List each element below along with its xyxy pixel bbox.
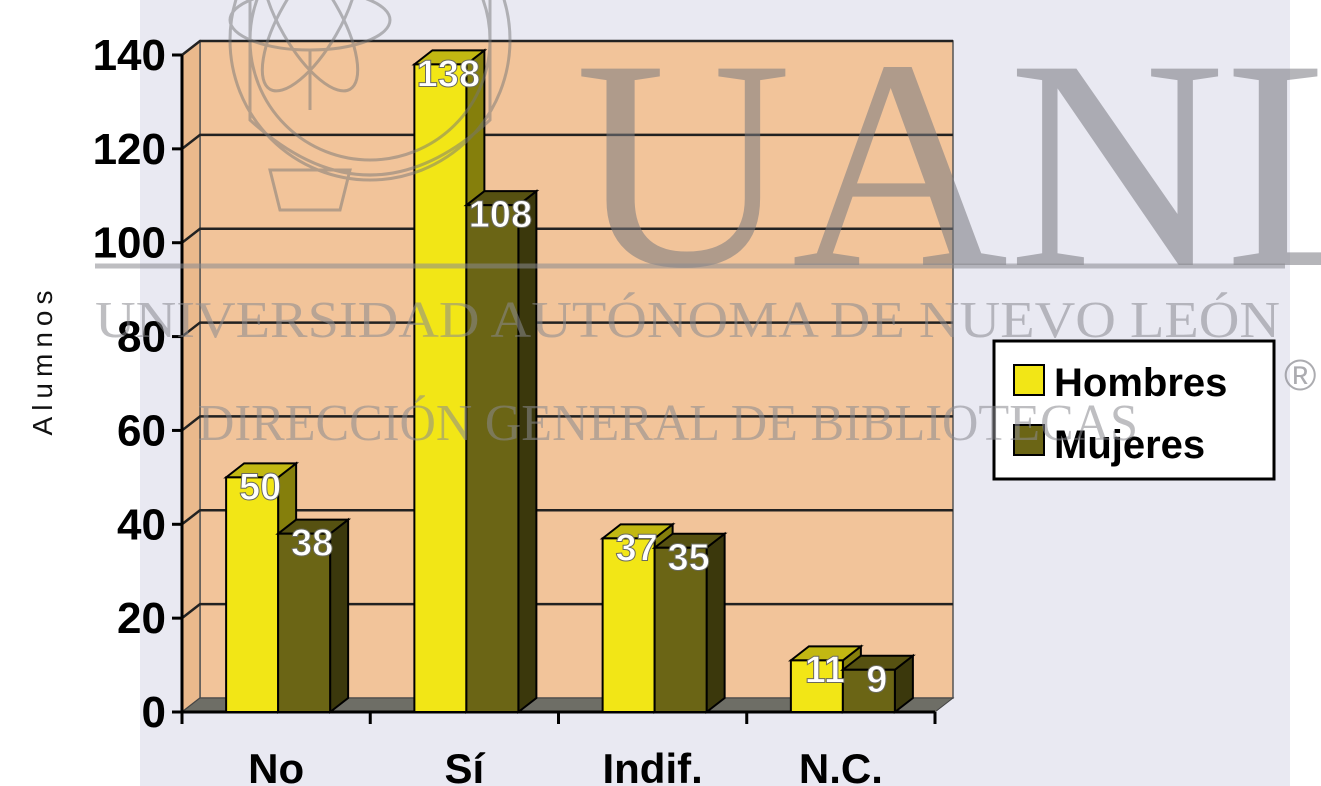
legend: Hombres Mujeres	[992, 339, 1276, 481]
y-tick-label: 80	[117, 313, 166, 362]
data-label: 11	[805, 649, 845, 691]
bar-front	[277, 532, 332, 714]
data-label: 37	[615, 527, 657, 569]
category-label: No	[248, 745, 304, 786]
gridline	[181, 39, 953, 56]
bar-front	[465, 204, 520, 714]
legend-swatch-hombres	[1013, 364, 1045, 396]
data-label: 138	[417, 53, 480, 95]
y-tick-label: 20	[117, 594, 166, 643]
bar-front	[653, 546, 708, 713]
category-label: Indif.	[602, 745, 702, 786]
y-tick-label: 100	[93, 219, 166, 268]
data-labels: 50 138 37 11 38 108 35 9	[238, 53, 887, 701]
bar-mujeres	[651, 531, 728, 715]
category-labels: No Sí Indif. N.C.	[248, 745, 883, 786]
legend-swatch-mujeres	[1013, 424, 1045, 456]
y-axis-label: Alumnos	[27, 285, 58, 436]
gridline	[181, 509, 953, 526]
category-label: N.C.	[799, 745, 883, 786]
watermark-university: UNIVERSIDAD AUTÓNOMA DE NUEVO LEÓN	[95, 291, 1280, 349]
watermark-uanl: UANL	[575, 0, 1321, 330]
bar-front	[225, 476, 280, 713]
gridline	[181, 321, 953, 338]
data-label: 108	[469, 194, 532, 236]
data-label: 50	[239, 466, 281, 508]
watermark-registered: ®	[1284, 351, 1316, 400]
gridline	[181, 415, 953, 432]
y-tick-label: 40	[117, 500, 166, 549]
data-label: 38	[291, 523, 333, 565]
bar-mujeres	[463, 189, 540, 715]
watermark-library: DIRECCIÓN GENERAL DE BIBLIOTECAS	[198, 394, 1138, 452]
watermark: UANL UNIVERSIDAD AUTÓNOMA DE NUEVO LEÓN …	[95, 0, 1321, 452]
bar-front	[789, 659, 844, 714]
y-tick-label: 120	[93, 125, 166, 174]
bar-mujeres	[275, 517, 352, 715]
y-tick-label: 140	[93, 31, 166, 80]
data-label: 35	[667, 537, 709, 579]
bars	[223, 48, 916, 715]
y-tick-labels: 0 20 40 60 80 100 120 140	[93, 31, 166, 737]
legend-label-hombres: Hombres	[1054, 361, 1227, 405]
legend-label-mujeres: Mujeres	[1054, 423, 1205, 467]
y-tick-label: 0	[142, 688, 166, 737]
category-label: Sí	[445, 745, 486, 786]
bar-front	[841, 668, 896, 713]
data-label: 9	[866, 659, 887, 701]
gridline	[181, 227, 953, 244]
seal-logo	[228, 0, 512, 212]
gridline	[181, 133, 953, 150]
y-tick-label: 60	[117, 406, 166, 455]
bar-front	[601, 537, 656, 713]
bar-mujeres	[839, 653, 916, 715]
